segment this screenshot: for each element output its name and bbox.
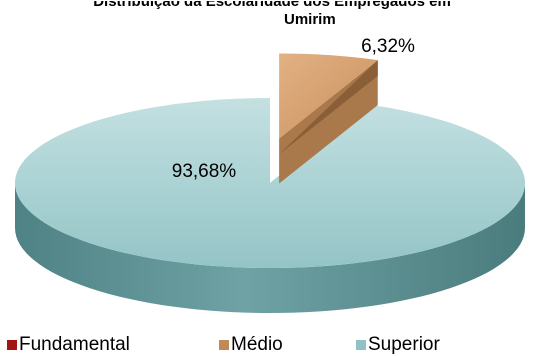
data-label-superior: 93,68%	[172, 161, 237, 182]
legend-swatch-fundamental	[7, 340, 17, 350]
chart-title-text: Distribuição da Escolaridade dos Emprega…	[93, 1, 451, 10]
pie-chart: 6,32% 93,68%	[14, 36, 526, 313]
slice-superior-side	[15, 183, 525, 313]
legend-label-fundamental: Fundamental	[19, 334, 130, 355]
chart-title: Distribuição da Escolaridade dos Emprega…	[0, 1, 544, 19]
slice-superior	[14, 98, 526, 269]
chart-subtitle: Umirim	[284, 11, 336, 28]
legend-label-medio: Médio	[231, 334, 283, 355]
legend-item-fundamental: Fundamental	[7, 334, 130, 356]
legend-swatch-medio	[219, 340, 229, 350]
slice-medio	[279, 53, 378, 139]
legend-item-superior: Superior	[356, 334, 440, 356]
data-label-mdio: 6,32%	[361, 36, 415, 57]
legend-label-superior: Superior	[368, 334, 440, 355]
chart-legend: Fundamental Médio Superior	[0, 334, 544, 356]
legend-swatch-superior	[356, 340, 366, 350]
slice-medio-shadow	[279, 60, 378, 155]
legend-item-medio: Médio	[219, 334, 283, 356]
